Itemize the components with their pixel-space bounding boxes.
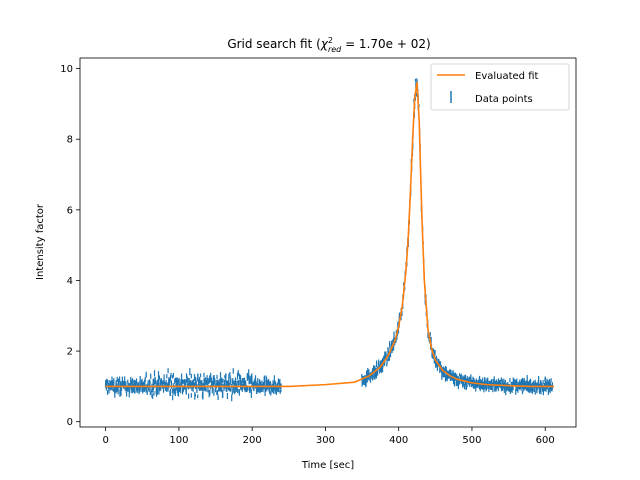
y-tick-label-4: 8 bbox=[67, 135, 73, 146]
chart-title-sup: 2 bbox=[328, 36, 333, 45]
x-tick-label-6: 600 bbox=[536, 435, 555, 446]
x-tick-label-5: 500 bbox=[462, 435, 481, 446]
y-tick-label-5: 10 bbox=[60, 64, 73, 75]
y-tick-label-3: 6 bbox=[67, 205, 73, 216]
x-tick-label-4: 400 bbox=[389, 435, 408, 446]
chart-title-chi: χ bbox=[320, 37, 329, 51]
fit-layer bbox=[105, 81, 555, 388]
chart-title-main: Grid search fit ( bbox=[227, 37, 320, 51]
legend: Evaluated fit Data points bbox=[430, 63, 570, 111]
legend-box bbox=[430, 63, 570, 111]
legend-fit-label: Evaluated fit bbox=[475, 71, 539, 82]
chart-title-rest: = 1.70e + 02) bbox=[341, 37, 430, 51]
x-tick-label-0: 0 bbox=[102, 435, 108, 446]
legend-data-label: Data points bbox=[475, 94, 533, 105]
x-tick-label-1: 100 bbox=[169, 435, 188, 446]
plot-frame bbox=[79, 57, 577, 428]
fit-line bbox=[105, 81, 555, 388]
y-tick-label-0: 0 bbox=[67, 417, 73, 428]
chart-title-sub: red bbox=[328, 45, 342, 54]
chart-title: Grid search fit (χ2 red = 1.70e + 02) bbox=[227, 36, 430, 54]
y-tick-label-1: 2 bbox=[67, 347, 73, 358]
y-axis-ticks: 0 2 4 6 8 10 bbox=[60, 64, 80, 428]
x-tick-label-3: 300 bbox=[316, 435, 335, 446]
y-axis-label: Intensity factor bbox=[35, 203, 46, 280]
data-layer bbox=[105, 78, 554, 402]
x-axis-ticks: 0 100 200 300 400 500 600 bbox=[102, 427, 555, 446]
x-axis-label: Time [sec] bbox=[301, 460, 354, 471]
x-tick-label-2: 200 bbox=[243, 435, 262, 446]
y-tick-label-2: 4 bbox=[67, 276, 73, 287]
